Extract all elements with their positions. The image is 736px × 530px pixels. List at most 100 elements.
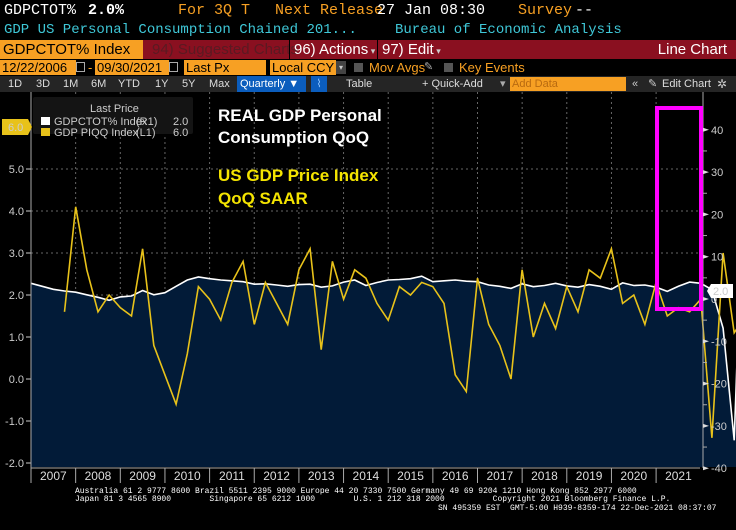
period-1m[interactable]: 1M — [63, 78, 79, 90]
legend: Last Price GDPCTOT% Index (R1) 2.0 GDP P… — [33, 97, 193, 139]
right-tick-label: -20 — [711, 379, 727, 391]
x-tick-label: 2011 — [219, 469, 245, 483]
mov-avgs-label: Mov Avgs — [369, 60, 426, 75]
x-tick-label: 2015 — [397, 469, 424, 483]
x-tick-label: 2017 — [486, 469, 513, 483]
actions-button[interactable]: 96) Actions ▾ — [289, 40, 375, 59]
edit-chart-button[interactable]: Edit Chart — [662, 78, 711, 90]
chevron-down-icon[interactable]: ▾ — [336, 61, 346, 74]
params-row: 12/22/2006 - 09/30/2021 Last Px Local CC… — [0, 60, 736, 75]
x-tick-label: 2018 — [531, 469, 558, 483]
footer-line-3: SN 495359 EST GMT-5:00 H939-8359-174 22-… — [438, 504, 717, 513]
key-events-checkbox[interactable] — [444, 63, 453, 72]
next-release-label: Next Release — [275, 2, 384, 19]
right-tick-label: 10 — [711, 252, 723, 264]
left-last-marker: 6.0 — [2, 119, 32, 135]
x-tick-label: 2019 — [576, 469, 603, 483]
right-tick-label: -40 — [711, 463, 727, 475]
next-release-time: 27 Jan 08:30 — [377, 2, 486, 19]
quick-add-button[interactable]: + Quick-Add — [422, 78, 483, 90]
right-tick-label: -10 — [711, 336, 727, 348]
chart-type-label: Line Chart — [657, 41, 727, 58]
x-tick-label: 2009 — [129, 469, 156, 483]
period-ytd[interactable]: YTD — [118, 78, 140, 90]
last-value: 2.0% — [88, 2, 125, 19]
period-6m[interactable]: 6M — [91, 78, 107, 90]
right-tick — [703, 297, 709, 301]
x-tick-label: 2010 — [174, 469, 201, 483]
left-tick-label: 2.0 — [9, 290, 24, 302]
calendar-icon[interactable] — [169, 62, 178, 72]
annotation-text: US GDP Price Index — [218, 166, 379, 185]
edit-button[interactable]: 97) Edit ▾ — [377, 40, 441, 59]
chevron-down-icon: ▾ — [500, 78, 506, 90]
legend-entry-name: GDP PIQQ Index — [54, 127, 139, 139]
annotation-text: Consumption QoQ — [218, 128, 369, 147]
series-line-gdppiqq — [63, 206, 736, 438]
legend-entry-axis: (L1) — [136, 127, 156, 139]
pencil-icon[interactable]: ✎ — [424, 61, 434, 73]
currency-selector[interactable]: Local CCY — [270, 60, 336, 75]
right-tick — [703, 127, 709, 132]
frequency-selector[interactable]: Quarterly ▼ — [237, 76, 306, 92]
field-selector[interactable]: Last Px — [184, 60, 266, 75]
collapse-icon[interactable]: « — [632, 78, 639, 90]
axes: 5.0 4.0 3.0 2.0 1.0 0.0 -1.0 -2.0 2007 2008 2009 20… — [5, 92, 727, 483]
footer-line-1: Australia 61 2 9777 8600 Brazil 5511 239… — [75, 487, 637, 496]
left-last-value: 6.0 — [8, 122, 23, 134]
left-tick-label: 1.0 — [9, 332, 24, 344]
right-tick — [703, 339, 709, 344]
chevron-down-icon: ▾ — [368, 46, 376, 56]
x-tick-label: 2013 — [308, 469, 335, 483]
period: For 3Q T — [178, 2, 251, 19]
legend-entry-axis: (R1) — [136, 116, 157, 128]
x-tick-label: 2007 — [40, 469, 67, 483]
left-tick-label: 3.0 — [9, 248, 24, 260]
suggested-charts-button[interactable]: 94) Suggested Charts — [152, 41, 298, 58]
x-tick-label: 2021 — [665, 469, 692, 483]
right-tick — [703, 466, 709, 471]
period-1d[interactable]: 1D — [8, 78, 23, 90]
legend-entry-last: 6.0 — [173, 127, 188, 139]
x-tick-label: 2016 — [442, 469, 469, 483]
right-tick-label: 40 — [711, 125, 723, 137]
add-data-input[interactable]: Add Data — [510, 77, 626, 91]
key-events-label: Key Events — [459, 60, 525, 75]
right-tick-label: 30 — [711, 167, 723, 179]
annotations: REAL GDP Personal Consumption QoQ US GDP… — [218, 106, 382, 208]
calendar-icon[interactable] — [76, 62, 85, 72]
x-tick-label: 2008 — [85, 469, 112, 483]
highlight-box — [655, 106, 703, 311]
frequency-label: Quarterly — [240, 78, 286, 90]
series-line-gdpctot — [30, 275, 736, 441]
annotation-text: QoQ SAAR — [218, 189, 308, 208]
mov-avgs-checkbox[interactable] — [354, 63, 363, 72]
gear-icon[interactable]: ✲ — [717, 77, 728, 91]
actions-label: 96) Actions — [294, 41, 369, 58]
survey-value: -- — [575, 2, 594, 19]
period-bar: 1D 3D 1M 6M YTD 1Y 5Y Max Quarterly ▼ ⌇ … — [0, 76, 736, 92]
right-tick — [703, 212, 709, 217]
right-tick-label: -30 — [711, 421, 727, 433]
quote-header: GDPCTOT% 2.0% For 3Q T Next Release 27 J… — [0, 0, 736, 21]
period-1y[interactable]: 1Y — [155, 78, 169, 90]
period-3d[interactable]: 3D — [36, 78, 51, 90]
table-button[interactable]: Table — [346, 78, 373, 90]
right-tick — [703, 423, 709, 428]
left-tick-label: -2.0 — [5, 458, 24, 470]
right-tick — [703, 254, 709, 259]
end-date-field[interactable]: 09/30/2021 — [95, 60, 169, 75]
line-chart-icon[interactable]: ⌇ — [311, 76, 327, 92]
x-tick-label: 2014 — [353, 469, 380, 483]
start-date-field[interactable]: 12/22/2006 — [0, 60, 76, 75]
survey-label: Survey — [518, 2, 573, 19]
pencil-icon[interactable]: ✎ — [648, 78, 658, 90]
period-5y[interactable]: 5Y — [182, 78, 196, 90]
left-tick-label: -1.0 — [5, 416, 24, 428]
security-field[interactable]: GDPCTOT% Index — [0, 40, 143, 59]
ticker: GDPCTOT% — [4, 2, 77, 19]
period-max[interactable]: Max — [209, 78, 230, 90]
series-area-gdpctot — [31, 276, 736, 467]
x-tick-label: 2020 — [620, 469, 647, 483]
legend-entry-name: GDPCTOT% Index — [54, 116, 148, 128]
